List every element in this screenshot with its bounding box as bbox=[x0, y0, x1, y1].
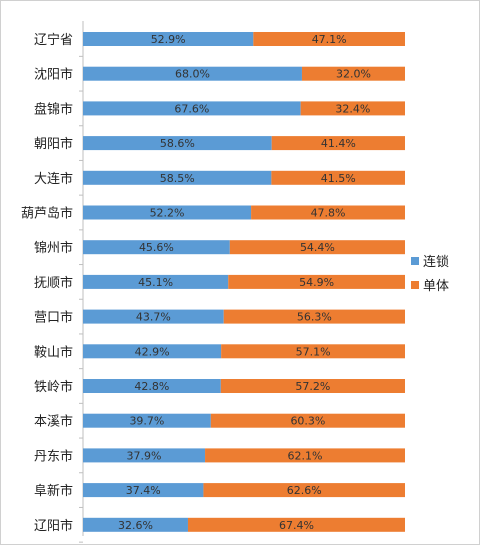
data-label-series-0: 37.4% bbox=[126, 484, 161, 497]
bar-segment-series-1 bbox=[271, 170, 405, 185]
data-label-series-1: 47.1% bbox=[312, 33, 347, 46]
bar-segment-series-0 bbox=[83, 483, 204, 498]
data-label-series-1: 56.3% bbox=[297, 311, 332, 324]
bar-segment-series-1 bbox=[223, 309, 405, 324]
bar-segment-series-0 bbox=[83, 101, 301, 116]
bar-segment-series-0 bbox=[83, 32, 254, 46]
bar-segment-series-1 bbox=[210, 413, 405, 428]
legend-label-series-1: 单体 bbox=[423, 279, 449, 294]
data-label-series-0: 43.7% bbox=[136, 311, 171, 324]
data-label-series-1: 57.1% bbox=[296, 345, 331, 358]
bar-segment-series-1 bbox=[203, 483, 405, 498]
legend-swatch-series-0 bbox=[411, 257, 419, 265]
data-label-series-1: 62.1% bbox=[288, 449, 323, 462]
data-label-series-0: 58.6% bbox=[160, 137, 195, 150]
bar-segment-series-0 bbox=[83, 136, 272, 151]
data-label-series-1: 67.4% bbox=[279, 519, 314, 532]
data-label-series-1: 32.4% bbox=[335, 102, 370, 115]
bar-segment-series-1 bbox=[251, 205, 405, 220]
legend-label-series-0: 连锁 bbox=[423, 254, 449, 270]
category-label: 铁岭市 bbox=[34, 379, 73, 395]
bar-segment-series-1 bbox=[220, 379, 405, 393]
category-label: 营口市 bbox=[34, 310, 73, 326]
bar-segment-series-0 bbox=[83, 413, 211, 428]
bar-segment-series-1 bbox=[271, 136, 405, 151]
category-label: 葫芦岛市 bbox=[21, 206, 73, 222]
bar-segment-series-1 bbox=[221, 344, 405, 359]
bar-segment-series-0 bbox=[83, 274, 229, 289]
data-label-series-1: 54.4% bbox=[300, 241, 335, 254]
bar-segment-series-1 bbox=[300, 101, 405, 116]
legend-swatch-series-1 bbox=[411, 281, 419, 289]
category-label: 辽宁省 bbox=[34, 32, 73, 48]
data-label-series-0: 68.0% bbox=[175, 68, 210, 81]
legend: 连锁 单体 bbox=[411, 254, 449, 294]
bar-segment-series-1 bbox=[187, 517, 405, 532]
bar-segment-series-0 bbox=[83, 448, 206, 463]
data-label-series-1: 54.9% bbox=[299, 276, 334, 289]
data-label-series-0: 37.9% bbox=[127, 449, 162, 462]
bars: 52.9% 47.1% 68.0% 32.0% 67.6% 32.4% 58.6% 41.4%… bbox=[83, 32, 405, 532]
data-label-series-0: 67.6% bbox=[174, 102, 209, 115]
data-label-series-1: 47.8% bbox=[311, 207, 346, 220]
category-axis: 辽宁省沈阳市盘锦市朝阳市大连市葫芦岛市锦州市抚顺市营口市鞍山市铁岭市本溪市丹东市… bbox=[21, 21, 84, 543]
category-label: 丹东市 bbox=[34, 448, 73, 464]
category-label: 大连市 bbox=[34, 171, 73, 187]
data-label-series-0: 32.6% bbox=[118, 519, 153, 532]
bar-segment-series-0 bbox=[83, 517, 188, 532]
bar-segment-series-0 bbox=[83, 344, 222, 359]
bar-segment-series-0 bbox=[83, 170, 272, 185]
bar-segment-series-0 bbox=[83, 66, 302, 81]
data-label-series-0: 42.8% bbox=[134, 380, 169, 393]
data-label-series-0: 45.1% bbox=[138, 276, 173, 289]
data-label-series-1: 32.0% bbox=[336, 68, 371, 81]
bar-segment-series-0 bbox=[83, 309, 224, 324]
data-label-series-1: 62.6% bbox=[287, 484, 322, 497]
data-label-series-1: 57.2% bbox=[295, 380, 330, 393]
data-label-series-0: 52.9% bbox=[151, 33, 186, 46]
category-label: 朝阳市 bbox=[34, 136, 73, 152]
data-label-series-1: 41.4% bbox=[321, 137, 356, 150]
bar-segment-series-1 bbox=[229, 240, 405, 255]
bar-segment-series-1 bbox=[301, 66, 405, 81]
category-label: 锦州市 bbox=[34, 240, 73, 256]
category-label: 抚顺市 bbox=[34, 275, 73, 291]
data-label-series-1: 41.5% bbox=[321, 172, 356, 185]
bar-segment-series-0 bbox=[83, 379, 221, 393]
bar-segment-series-0 bbox=[83, 205, 252, 220]
data-label-series-0: 45.6% bbox=[139, 241, 174, 254]
bar-segment-series-1 bbox=[205, 448, 405, 463]
bar-segment-series-1 bbox=[228, 274, 405, 289]
data-label-series-1: 60.3% bbox=[290, 415, 325, 428]
data-label-series-0: 42.9% bbox=[135, 345, 170, 358]
category-label: 阜新市 bbox=[34, 483, 73, 499]
data-label-series-0: 52.2% bbox=[150, 207, 185, 220]
data-label-series-0: 58.5% bbox=[160, 172, 195, 185]
category-label: 本溪市 bbox=[34, 414, 73, 430]
category-label: 沈阳市 bbox=[34, 67, 73, 83]
bar-segment-series-0 bbox=[83, 240, 230, 255]
category-label: 辽阳市 bbox=[34, 518, 73, 534]
bar-segment-series-1 bbox=[253, 32, 405, 46]
data-label-series-0: 39.7% bbox=[129, 415, 164, 428]
category-label: 盘锦市 bbox=[34, 101, 73, 117]
category-label: 鞍山市 bbox=[34, 344, 73, 360]
